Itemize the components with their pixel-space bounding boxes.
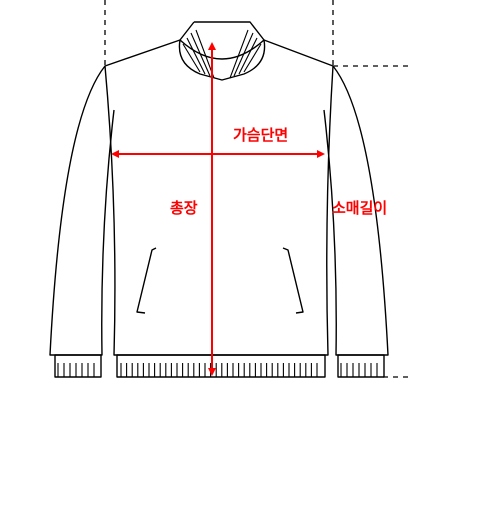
chest-width-label: 가슴단면 (233, 126, 289, 144)
total-length-label: 총장 (170, 199, 198, 217)
left-sleeve (49, 65, 115, 356)
right-pocket (282, 247, 304, 314)
jacket-body (104, 39, 334, 356)
right-sleeve (323, 65, 389, 356)
sleeve-length-label: 소매길이 (332, 199, 388, 217)
measurement-arrows (111, 42, 325, 376)
collar-hatching (182, 29, 262, 79)
collar-rib (178, 39, 266, 81)
right-cuff (337, 354, 385, 378)
rib-ticks (57, 363, 378, 377)
left-pocket (136, 247, 157, 314)
waistband (116, 354, 326, 378)
dashed-guides (104, 0, 410, 378)
collar-back (179, 21, 265, 41)
jacket-outline (49, 21, 389, 378)
left-cuff (54, 354, 102, 378)
